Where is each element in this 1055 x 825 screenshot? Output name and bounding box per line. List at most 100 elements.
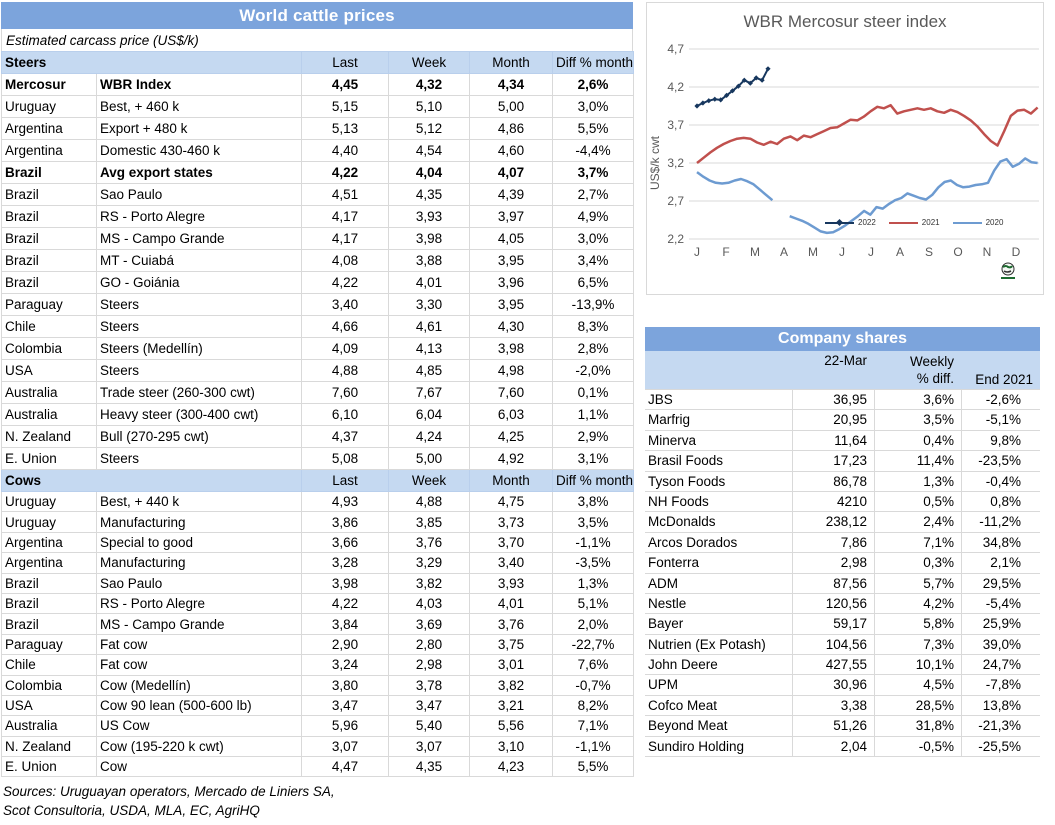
price-cell: 4,25 — [469, 425, 553, 448]
price-cell: Fat cow — [96, 654, 302, 676]
company-cell: 31,8% — [874, 716, 961, 736]
price-cell: 7,67 — [388, 381, 470, 404]
company-cell: 7,86 — [792, 532, 874, 553]
svg-text:S: S — [925, 245, 933, 259]
company-cell: -5,4% — [961, 593, 1040, 614]
price-cell: 3,47 — [301, 694, 389, 717]
chart-legend: 2022 2021 2020 — [825, 218, 1003, 227]
price-cell: 7,6% — [552, 654, 634, 676]
price-cell: 4,34 — [469, 73, 553, 96]
price-cell: 2,0% — [552, 613, 634, 635]
price-cell: 5,96 — [301, 715, 389, 737]
company-cell: ADM — [648, 575, 678, 591]
price-cell: Brazil — [1, 271, 97, 294]
company-cell: -21,3% — [961, 716, 1040, 736]
company-cell: -11,2% — [961, 512, 1040, 532]
company-row: Marfrig 20,95 3,5% -5,1% — [645, 410, 1040, 431]
price-row: Colombia Steers (Medellín) 4,09 4,13 3,98 2,8… — [1, 337, 634, 360]
price-row: Mercosur WBR Index 4,45 4,32 4,34 2,6% — [1, 73, 634, 96]
price-cell: 8,2% — [552, 694, 634, 717]
price-cell: 5,13 — [301, 117, 389, 140]
legend-entry-2022: 2022 — [825, 218, 876, 227]
price-cell: -22,7% — [552, 633, 634, 656]
price-cell: 3,7% — [552, 161, 634, 184]
price-cell: Trade steer (260-300 cwt) — [96, 381, 302, 404]
price-cell: 4,9% — [552, 205, 634, 228]
price-cell: 3,80 — [301, 674, 389, 696]
price-cell: 4,22 — [301, 161, 389, 184]
price-row: USA Steers 4,88 4,85 4,98 -2,0% — [1, 359, 634, 382]
price-cell: Brazil — [1, 227, 97, 250]
price-cell: Chile — [1, 654, 97, 676]
price-cell: Steers — [96, 359, 302, 382]
price-cell: 4,17 — [301, 205, 389, 228]
price-cell: 3,84 — [301, 613, 389, 635]
price-cell: 4,45 — [301, 73, 389, 96]
company-row: Beyond Meat 51,26 31,8% -21,3% — [645, 716, 1040, 737]
price-cell: 7,60 — [469, 381, 553, 404]
price-cell: Colombia — [1, 674, 97, 696]
world-cattle-prices-panel: World cattle prices Estimated carcass pr… — [1, 2, 634, 820]
company-col-weekly-line1: Weekly — [909, 354, 954, 369]
price-cell: 4,85 — [388, 359, 470, 382]
price-cell: 4,23 — [469, 756, 553, 778]
price-cell: Avg export states — [96, 161, 302, 184]
price-cell: 6,10 — [301, 403, 389, 426]
svg-text:F: F — [722, 245, 729, 259]
column-header: Month — [469, 469, 553, 492]
price-cell: -13,9% — [552, 293, 634, 316]
price-row: E. Union Steers 5,08 5,00 4,92 3,1% — [1, 447, 634, 470]
company-cell: 1,3% — [874, 471, 961, 491]
price-cell: 3,0% — [552, 227, 634, 250]
legend-entry-2020: 2020 — [952, 218, 1003, 227]
price-cell: 2,90 — [301, 633, 389, 656]
price-cell: Brazil — [1, 592, 97, 615]
legend-label: 2022 — [858, 218, 876, 227]
price-row: N. Zealand Bull (270-295 cwt) 4,37 4,24 4,25… — [1, 425, 634, 448]
column-header: Week — [388, 469, 470, 492]
price-cell: 3,8% — [552, 490, 634, 513]
svg-text:4,7: 4,7 — [667, 42, 684, 56]
chart-plot-area: 4,7 4,2 3,7 3,2 2,7 2,2 J F M A M J J A S O N D US$/k cwt — [648, 42, 1039, 259]
company-cell: -25,5% — [961, 736, 1040, 757]
company-cell: 238,12 — [792, 512, 874, 532]
company-cell: 2,04 — [792, 736, 874, 757]
price-cell: RS - Porto Alegre — [96, 205, 302, 228]
price-cell: 4,08 — [301, 249, 389, 272]
price-row: USA Cow 90 lean (500-600 lb) 3,47 3,47 3,21 8… — [1, 694, 634, 717]
price-cell: Argentina — [1, 117, 97, 140]
price-cell: USA — [1, 359, 97, 382]
company-cell: 29,5% — [961, 573, 1040, 593]
company-col-weekly-line2: % diff. — [916, 371, 954, 386]
price-cell: 3,40 — [469, 552, 553, 574]
company-cell: 11,4% — [874, 451, 961, 471]
company-shares-panel: Company shares 22-Mar Weekly % diff. End… — [645, 327, 1040, 758]
price-cell: Australia — [1, 715, 97, 737]
price-cell: 4,39 — [469, 183, 553, 206]
company-table-header: 22-Mar Weekly % diff. End 2021 — [645, 351, 1040, 389]
price-cell: 3,98 — [388, 227, 470, 250]
price-cell: 2,9% — [552, 425, 634, 448]
section-label: Cows — [1, 469, 302, 492]
company-col-blank — [645, 351, 792, 389]
price-cell: 4,22 — [301, 271, 389, 294]
company-cell: 0,4% — [874, 430, 961, 451]
price-cell: Sao Paulo — [96, 572, 302, 594]
column-header: Last — [301, 51, 389, 74]
world-cattle-prices-table: Steers Last Week Month Diff % month Mercosur W… — [1, 51, 634, 778]
price-cell: Brazil — [1, 249, 97, 272]
legend-entry-2021: 2021 — [888, 218, 940, 227]
price-cell: 3,96 — [469, 271, 553, 294]
price-cell: 3,88 — [388, 249, 470, 272]
price-cell: Domestic 430-460 k — [96, 139, 302, 162]
company-cell: 9,8% — [961, 430, 1040, 451]
price-cell: 3,73 — [469, 511, 553, 533]
company-cell: -5,1% — [961, 410, 1040, 430]
price-cell: Uruguay — [1, 511, 97, 533]
price-cell: 5,40 — [388, 715, 470, 737]
legend-line-sample — [952, 221, 982, 224]
price-cell: 3,78 — [388, 674, 470, 696]
price-row: Australia US Cow 5,96 5,40 5,56 7,1% — [1, 715, 634, 737]
price-cell: Mercosur — [1, 73, 97, 96]
price-cell: Cow (195-220 k cwt) — [96, 735, 302, 758]
